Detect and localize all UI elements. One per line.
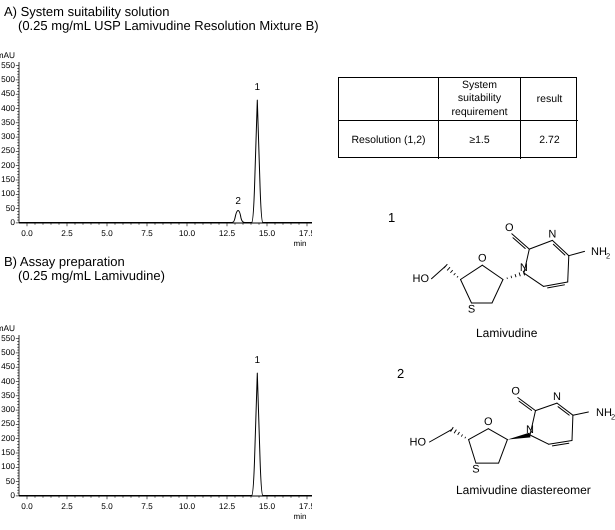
svg-text:450: 450 bbox=[1, 361, 15, 371]
svg-text:0.0: 0.0 bbox=[21, 228, 33, 238]
svg-text:HO: HO bbox=[413, 273, 430, 285]
svg-text:HO: HO bbox=[410, 437, 427, 449]
svg-text:min: min bbox=[294, 512, 307, 521]
svg-text:500: 500 bbox=[1, 74, 15, 84]
svg-text:0.0: 0.0 bbox=[21, 501, 33, 511]
svg-text:0: 0 bbox=[10, 217, 15, 227]
svg-text:250: 250 bbox=[1, 145, 15, 155]
svg-text:0: 0 bbox=[10, 490, 15, 500]
svg-text:350: 350 bbox=[1, 390, 15, 400]
svg-text:2: 2 bbox=[606, 252, 610, 261]
svg-text:150: 150 bbox=[1, 174, 15, 184]
svg-text:10.0: 10.0 bbox=[179, 228, 196, 238]
svg-text:350: 350 bbox=[1, 117, 15, 127]
svg-text:O: O bbox=[484, 416, 493, 428]
svg-text:O: O bbox=[478, 253, 487, 265]
svg-text:S: S bbox=[468, 304, 475, 316]
svg-text:NH: NH bbox=[596, 407, 612, 419]
svg-text:200: 200 bbox=[1, 433, 15, 443]
svg-text:50: 50 bbox=[6, 203, 16, 213]
svg-text:450: 450 bbox=[1, 88, 15, 98]
svg-text:400: 400 bbox=[1, 103, 15, 113]
svg-text:N: N bbox=[548, 228, 556, 240]
svg-text:550: 550 bbox=[1, 333, 15, 343]
svg-text:N: N bbox=[553, 391, 561, 403]
svg-text:15.0: 15.0 bbox=[259, 501, 276, 511]
svg-text:100: 100 bbox=[1, 461, 15, 471]
svg-text:250: 250 bbox=[1, 418, 15, 428]
svg-text:2.5: 2.5 bbox=[61, 501, 73, 511]
svg-text:12.5: 12.5 bbox=[219, 501, 236, 511]
svg-text:150: 150 bbox=[1, 447, 15, 457]
svg-text:12.5: 12.5 bbox=[219, 228, 236, 238]
svg-text:17.5: 17.5 bbox=[299, 501, 312, 511]
svg-text:200: 200 bbox=[1, 160, 15, 170]
svg-text:300: 300 bbox=[1, 131, 15, 141]
svg-text:50: 50 bbox=[6, 476, 16, 486]
svg-text:550: 550 bbox=[1, 60, 15, 70]
svg-text:2: 2 bbox=[235, 196, 241, 207]
svg-text:O: O bbox=[505, 222, 514, 234]
svg-text:2: 2 bbox=[611, 413, 615, 422]
svg-text:10.0: 10.0 bbox=[179, 501, 196, 511]
svg-text:1: 1 bbox=[255, 355, 261, 366]
svg-text:mAU: mAU bbox=[0, 323, 15, 333]
svg-text:mAU: mAU bbox=[0, 50, 15, 60]
svg-text:min: min bbox=[294, 239, 307, 248]
svg-text:N: N bbox=[526, 424, 534, 436]
svg-text:500: 500 bbox=[1, 347, 15, 357]
svg-text:17.5: 17.5 bbox=[299, 228, 312, 238]
svg-text:400: 400 bbox=[1, 376, 15, 386]
svg-text:N: N bbox=[520, 262, 528, 274]
svg-text:5.0: 5.0 bbox=[101, 501, 113, 511]
svg-text:S: S bbox=[472, 464, 479, 476]
svg-text:300: 300 bbox=[1, 404, 15, 414]
svg-text:7.5: 7.5 bbox=[141, 228, 153, 238]
svg-text:2.5: 2.5 bbox=[61, 228, 73, 238]
svg-text:5.0: 5.0 bbox=[101, 228, 113, 238]
svg-text:15.0: 15.0 bbox=[259, 228, 276, 238]
svg-text:NH: NH bbox=[591, 246, 607, 258]
svg-text:100: 100 bbox=[1, 188, 15, 198]
svg-text:1: 1 bbox=[255, 82, 261, 93]
svg-text:O: O bbox=[511, 386, 520, 398]
svg-text:7.5: 7.5 bbox=[141, 501, 153, 511]
